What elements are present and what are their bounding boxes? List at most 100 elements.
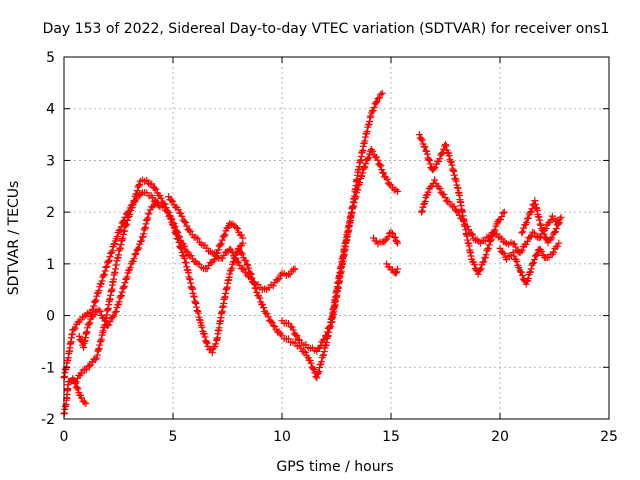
y-tick-label: -1 bbox=[41, 360, 55, 376]
data-point bbox=[77, 369, 85, 377]
data-point bbox=[217, 240, 225, 248]
data-point bbox=[441, 193, 449, 201]
data-point bbox=[513, 257, 521, 265]
data-point bbox=[208, 349, 216, 357]
data-point bbox=[131, 251, 139, 259]
data-point bbox=[113, 233, 121, 241]
data-point bbox=[473, 236, 481, 244]
data-point bbox=[323, 328, 331, 336]
data-point bbox=[120, 282, 128, 290]
data-point bbox=[74, 385, 82, 393]
data-point bbox=[498, 235, 506, 243]
data-point bbox=[318, 358, 326, 366]
data-point bbox=[522, 280, 530, 288]
data-point bbox=[320, 351, 328, 359]
data-point bbox=[552, 225, 560, 233]
data-point bbox=[394, 239, 402, 247]
data-point bbox=[204, 342, 212, 350]
y-axis-label: SDTVAR / TECUs bbox=[6, 181, 22, 296]
data-point bbox=[484, 245, 492, 253]
data-point bbox=[369, 107, 377, 115]
data-point bbox=[393, 238, 401, 246]
data-point bbox=[442, 141, 449, 149]
data-point bbox=[480, 258, 488, 266]
data-point bbox=[539, 227, 547, 235]
series-arc-8 bbox=[370, 228, 402, 248]
data-point bbox=[126, 211, 134, 219]
data-point bbox=[85, 320, 93, 328]
data-point bbox=[118, 288, 126, 296]
data-point bbox=[447, 157, 455, 165]
data-point bbox=[237, 248, 245, 256]
data-point bbox=[80, 398, 88, 406]
data-point bbox=[109, 313, 117, 321]
data-point bbox=[86, 319, 94, 327]
data-point bbox=[326, 322, 334, 330]
data-point bbox=[418, 208, 426, 216]
data-point bbox=[430, 165, 438, 173]
data-point bbox=[424, 188, 432, 196]
data-point bbox=[289, 326, 297, 334]
data-point bbox=[522, 219, 530, 227]
data-point bbox=[373, 98, 381, 106]
data-point bbox=[185, 226, 193, 234]
data-point bbox=[527, 268, 535, 276]
data-point bbox=[463, 222, 471, 230]
data-point bbox=[203, 339, 211, 347]
data-point bbox=[194, 235, 202, 243]
data-point bbox=[101, 267, 109, 275]
data-point bbox=[467, 230, 475, 238]
x-tick-label: 15 bbox=[382, 429, 400, 445]
data-point bbox=[438, 150, 446, 158]
data-point bbox=[148, 180, 156, 188]
data-point bbox=[317, 342, 325, 350]
data-point bbox=[310, 366, 318, 374]
data-point bbox=[520, 224, 528, 232]
data-point bbox=[470, 261, 478, 269]
data-point bbox=[71, 379, 79, 387]
data-point bbox=[530, 229, 538, 237]
data-point bbox=[192, 258, 200, 266]
data-point bbox=[216, 241, 224, 249]
data-point bbox=[264, 313, 272, 321]
data-point bbox=[104, 257, 112, 265]
data-point bbox=[313, 374, 321, 382]
data-point bbox=[555, 239, 563, 247]
data-point bbox=[527, 265, 535, 273]
data-point bbox=[71, 324, 79, 332]
data-point bbox=[530, 259, 538, 267]
data-point bbox=[85, 362, 93, 370]
data-point bbox=[292, 331, 300, 339]
data-point bbox=[77, 336, 85, 344]
x-tick-label: 25 bbox=[600, 429, 618, 445]
data-point bbox=[168, 215, 176, 223]
data-point bbox=[465, 226, 473, 234]
x-tick-label: 20 bbox=[491, 429, 509, 445]
data-point bbox=[499, 248, 507, 256]
series-arc-12 bbox=[496, 239, 563, 288]
data-point bbox=[82, 399, 90, 407]
data-point bbox=[247, 270, 255, 278]
data-point bbox=[160, 203, 168, 211]
data-point bbox=[517, 248, 525, 256]
data-point bbox=[547, 216, 555, 224]
y-tick-label: 2 bbox=[46, 205, 55, 221]
data-point bbox=[526, 233, 534, 241]
data-point bbox=[212, 340, 220, 348]
data-point bbox=[484, 244, 492, 252]
data-point bbox=[239, 265, 247, 273]
data-point bbox=[242, 257, 250, 265]
data-point bbox=[529, 228, 537, 236]
data-point bbox=[370, 104, 378, 112]
data-point bbox=[214, 246, 222, 254]
data-point bbox=[496, 233, 504, 241]
data-point bbox=[380, 169, 388, 177]
y-tick-label: 1 bbox=[46, 257, 55, 273]
data-point bbox=[527, 208, 535, 216]
x-tick-label: 10 bbox=[273, 429, 291, 445]
data-point bbox=[132, 250, 140, 258]
data-point bbox=[96, 308, 104, 316]
data-point bbox=[77, 394, 85, 402]
data-point bbox=[369, 147, 377, 155]
